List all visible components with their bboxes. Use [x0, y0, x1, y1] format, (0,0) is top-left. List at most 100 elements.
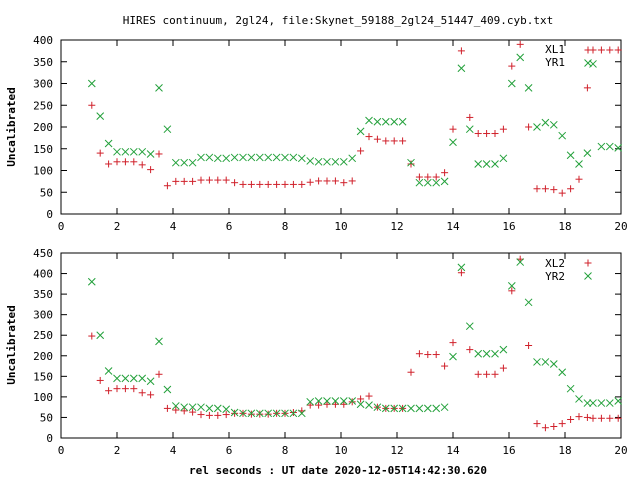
- data-point-xl2: [558, 420, 566, 428]
- chart-title: HIRES continuum, 2gl24, file:Skynet_5918…: [123, 14, 553, 27]
- x-tick-label: 2: [114, 220, 121, 233]
- data-point-yr1: [432, 178, 441, 187]
- x-tick-label: 2: [114, 444, 121, 457]
- data-point-xl2: [575, 413, 583, 421]
- data-point-yr1: [163, 125, 172, 134]
- data-point-xl1: [247, 180, 255, 188]
- data-point-xl1: [273, 180, 281, 188]
- data-point-xl1: [415, 173, 423, 181]
- data-point-yr2: [197, 403, 205, 412]
- y-tick-label: 400: [33, 268, 53, 281]
- data-point-yr1: [331, 157, 340, 166]
- data-point-xl2: [130, 385, 138, 393]
- data-point-yr2: [339, 397, 348, 405]
- data-point-xl2: [583, 413, 591, 421]
- data-point-yr1: [121, 147, 130, 156]
- data-point-yr2: [415, 404, 424, 413]
- y-tick-label: 200: [33, 350, 53, 363]
- x-tick-label: 20: [614, 444, 627, 457]
- plot-upper: 0 50 100 150 200 250 300 350 400 0 2 4 6 8 10 12 14 16 18…: [5, 34, 628, 233]
- data-point-yr2: [533, 358, 541, 366]
- data-point-xl1: [558, 189, 566, 197]
- data-point-xl1: [583, 84, 591, 92]
- data-point-yr1: [222, 154, 231, 163]
- data-point-xl1: [499, 125, 507, 133]
- data-point-yr1: [113, 147, 121, 156]
- data-point-yr2: [121, 374, 130, 383]
- data-point-yr1: [104, 139, 113, 148]
- data-point-yr1: [87, 79, 96, 88]
- legend-symbol-xl2: [584, 259, 592, 267]
- data-point-yr2: [87, 277, 96, 286]
- legend-marker-yr1: [584, 59, 592, 67]
- data-point-xl1: [365, 133, 373, 141]
- data-point-yr1: [188, 158, 197, 167]
- y-tick-label: 0: [46, 208, 53, 221]
- y-tick-label: 150: [33, 143, 53, 156]
- data-point-yr2: [440, 403, 449, 412]
- data-point-yr1: [197, 153, 205, 162]
- y-tick-label: 100: [33, 165, 53, 178]
- data-point-yr2: [423, 404, 432, 413]
- data-point-yr2: [583, 399, 592, 407]
- data-point-yr1: [457, 64, 466, 73]
- data-point-yr1: [407, 158, 415, 167]
- data-point-yr2: [163, 385, 172, 394]
- y-tick-label: 300: [33, 309, 53, 322]
- data-point-xl1: [382, 137, 390, 145]
- data-point-yr1: [499, 154, 508, 163]
- data-point-yr2: [138, 374, 147, 383]
- data-point-yr1: [583, 149, 592, 157]
- data-point-yr2: [205, 404, 214, 413]
- legend-label-xl1: XL1: [545, 43, 565, 56]
- data-point-yr1: [356, 127, 365, 136]
- data-point-yr1: [575, 160, 583, 168]
- data-point-xl2: [474, 370, 482, 378]
- series-xl2: [88, 255, 622, 432]
- y-ticks-lower: 0 50 100 150 200 250 300 350 400 450: [33, 247, 621, 445]
- data-point-yr2: [566, 384, 575, 393]
- data-point-xl2: [323, 400, 331, 408]
- data-point-yr1: [516, 53, 525, 62]
- data-point-xl1: [348, 177, 356, 185]
- data-point-yr2: [365, 401, 373, 409]
- data-point-xl1: [441, 169, 449, 177]
- data-point-yr2: [222, 405, 231, 414]
- data-point-yr2: [113, 374, 121, 383]
- data-point-xl1: [424, 173, 432, 181]
- legend-marker-yr2: [584, 272, 592, 280]
- data-point-xl1: [281, 180, 289, 188]
- x-ticks-lower: 0 2 4 6 8 10 12 14 16 18 20: [58, 253, 628, 457]
- data-point-yr2: [507, 282, 516, 290]
- data-point-xl1: [483, 130, 491, 138]
- data-point-yr1: [597, 142, 606, 151]
- data-point-xl2: [205, 411, 213, 419]
- data-point-xl1: [331, 177, 339, 185]
- data-point-xl2: [147, 391, 155, 399]
- data-point-xl2: [449, 339, 457, 347]
- data-point-xl2: [508, 287, 516, 295]
- data-point-xl1: [138, 161, 146, 169]
- data-point-yr1: [482, 160, 491, 168]
- data-point-xl2: [340, 400, 348, 408]
- legend-label-yr2: YR2: [545, 270, 565, 283]
- data-point-yr2: [465, 322, 474, 331]
- series-yr2: [87, 258, 623, 418]
- data-point-yr2: [230, 408, 239, 417]
- x-tick-label: 0: [58, 220, 65, 233]
- data-point-xl1: [214, 176, 222, 184]
- data-point-xl1: [239, 180, 247, 188]
- data-point-xl2: [172, 406, 180, 414]
- data-point-yr2: [474, 349, 483, 358]
- data-point-yr2: [524, 298, 533, 307]
- x-tick-label: 14: [446, 444, 460, 457]
- data-point-xl1: [340, 179, 348, 187]
- x-tick-label: 12: [390, 220, 403, 233]
- data-point-xl1: [264, 180, 272, 188]
- data-point-yr2: [281, 409, 289, 418]
- data-point-yr2: [432, 404, 441, 413]
- data-point-yr2: [449, 352, 457, 361]
- data-point-xl1: [256, 180, 264, 188]
- data-point-xl2: [348, 398, 356, 406]
